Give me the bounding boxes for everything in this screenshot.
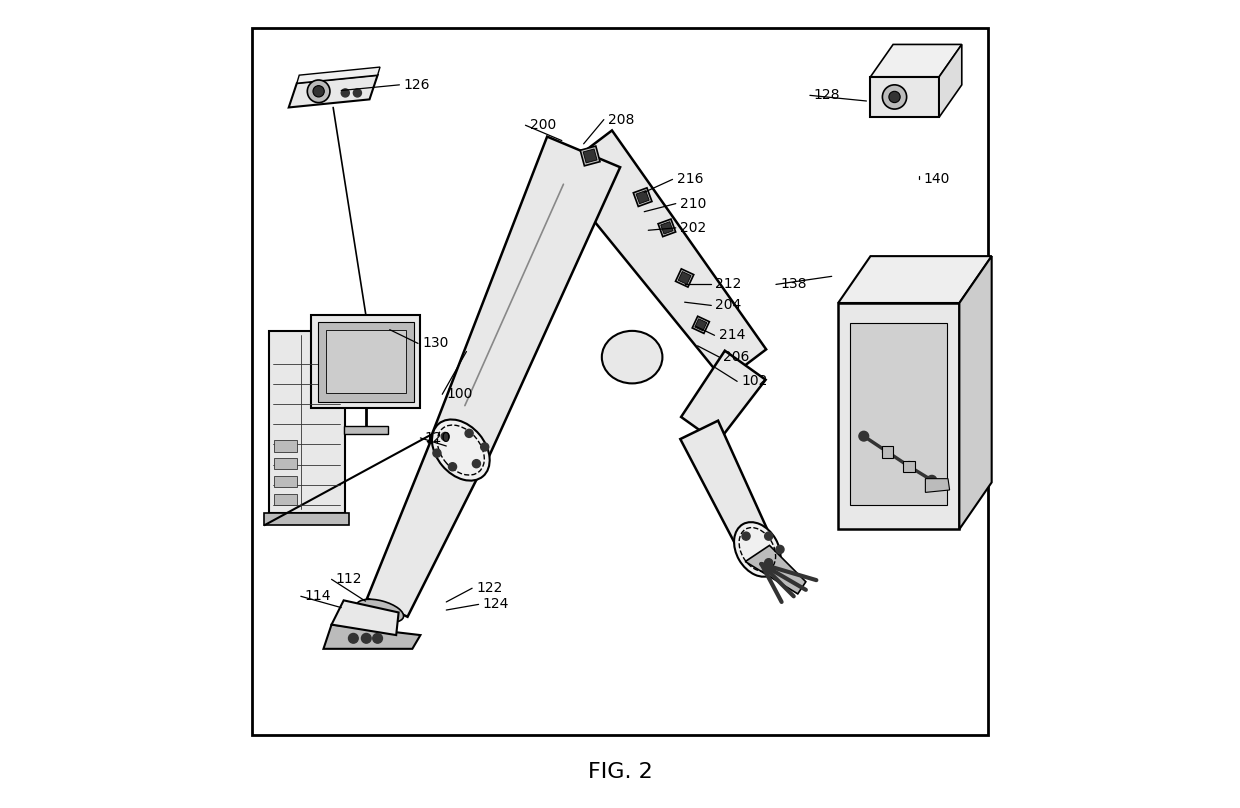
Text: 112: 112: [336, 572, 362, 587]
Text: 138: 138: [780, 277, 806, 292]
Text: 122: 122: [476, 581, 502, 595]
Polygon shape: [661, 221, 673, 234]
Circle shape: [776, 545, 784, 553]
Text: 124: 124: [482, 597, 508, 612]
Polygon shape: [367, 442, 484, 617]
Polygon shape: [269, 331, 345, 513]
Text: 202: 202: [680, 221, 706, 235]
Text: 102: 102: [742, 374, 768, 389]
Polygon shape: [264, 513, 350, 525]
Circle shape: [373, 633, 382, 643]
Circle shape: [765, 532, 773, 541]
Polygon shape: [851, 323, 947, 505]
Circle shape: [449, 463, 456, 471]
Polygon shape: [331, 600, 398, 635]
Polygon shape: [681, 421, 776, 565]
Circle shape: [883, 85, 906, 109]
Text: 126: 126: [403, 78, 430, 92]
Polygon shape: [925, 478, 950, 492]
Text: 100: 100: [446, 387, 472, 402]
Circle shape: [472, 460, 480, 468]
Polygon shape: [676, 269, 693, 287]
Text: 130: 130: [422, 336, 449, 351]
Ellipse shape: [734, 522, 781, 577]
Polygon shape: [556, 130, 766, 381]
Circle shape: [742, 532, 750, 541]
Polygon shape: [636, 191, 650, 204]
Polygon shape: [870, 77, 939, 117]
Polygon shape: [870, 44, 962, 77]
Text: 210: 210: [680, 196, 706, 211]
Circle shape: [859, 431, 869, 441]
Circle shape: [308, 80, 330, 103]
Text: 120: 120: [424, 431, 451, 445]
Circle shape: [433, 449, 441, 457]
Bar: [904, 461, 915, 472]
Text: 140: 140: [923, 172, 950, 187]
Ellipse shape: [601, 331, 662, 383]
Circle shape: [928, 475, 936, 485]
Circle shape: [348, 633, 358, 643]
Circle shape: [889, 91, 900, 103]
Polygon shape: [658, 219, 676, 237]
Circle shape: [312, 86, 325, 97]
Text: 114: 114: [305, 589, 331, 604]
Text: 206: 206: [723, 350, 750, 364]
Polygon shape: [960, 256, 992, 529]
Polygon shape: [838, 303, 960, 529]
Polygon shape: [939, 44, 962, 117]
Polygon shape: [694, 319, 707, 330]
Polygon shape: [838, 256, 992, 303]
Circle shape: [465, 429, 474, 437]
Bar: [274, 440, 296, 452]
Polygon shape: [324, 625, 420, 649]
Polygon shape: [429, 137, 620, 466]
Circle shape: [341, 89, 350, 97]
Text: 212: 212: [715, 277, 742, 292]
Polygon shape: [311, 315, 420, 408]
Bar: [882, 446, 893, 457]
Text: FIG. 2: FIG. 2: [588, 762, 652, 781]
Circle shape: [361, 633, 371, 643]
Polygon shape: [296, 67, 379, 83]
Circle shape: [441, 432, 449, 440]
Ellipse shape: [356, 600, 403, 622]
Polygon shape: [681, 351, 765, 443]
Polygon shape: [692, 316, 709, 334]
Polygon shape: [289, 75, 378, 107]
Circle shape: [765, 558, 773, 566]
Polygon shape: [343, 426, 388, 434]
Circle shape: [353, 89, 361, 97]
Polygon shape: [634, 187, 652, 207]
Circle shape: [904, 461, 914, 471]
Text: 128: 128: [813, 88, 841, 103]
Polygon shape: [580, 146, 600, 166]
Bar: [274, 494, 296, 505]
Polygon shape: [583, 149, 596, 163]
Bar: [274, 458, 296, 469]
Text: 214: 214: [718, 328, 745, 343]
Polygon shape: [317, 322, 414, 402]
Bar: [253, 28, 987, 735]
Circle shape: [883, 447, 893, 457]
Ellipse shape: [432, 419, 490, 481]
Bar: [274, 476, 296, 487]
Polygon shape: [745, 545, 806, 594]
Polygon shape: [326, 330, 405, 393]
Text: 204: 204: [715, 298, 742, 313]
Text: 200: 200: [529, 118, 556, 133]
Text: 216: 216: [677, 172, 703, 187]
Polygon shape: [678, 271, 691, 284]
Circle shape: [481, 443, 489, 451]
Text: 208: 208: [608, 112, 634, 127]
